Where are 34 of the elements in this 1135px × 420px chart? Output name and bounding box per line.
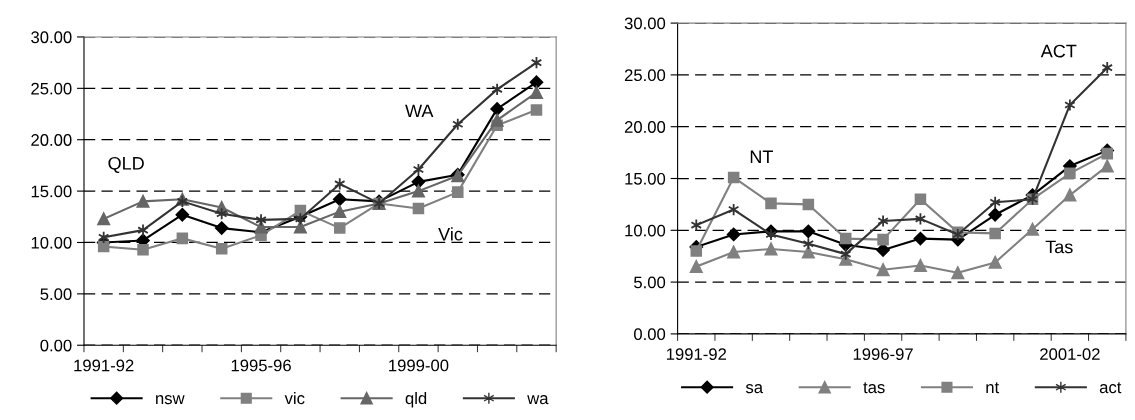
annotation: NT: [750, 150, 773, 163]
x-tick-label: 1999-00: [389, 359, 449, 372]
y-tick-label: 5.00: [40, 288, 72, 301]
y-tick-label: 10.00: [625, 224, 666, 237]
legend-label: vic: [284, 391, 305, 405]
y-tick-label: 30.00: [624, 17, 666, 30]
annotation: QLD: [108, 156, 144, 173]
legend-label: act: [1099, 382, 1122, 394]
annotation: WA: [405, 104, 434, 118]
legend-label: sa: [745, 384, 764, 394]
y-tick-label: 25.00: [31, 82, 72, 95]
legend-label: wa: [527, 395, 549, 405]
legend-label: qld: [405, 391, 427, 408]
y-tick-label: 20.00: [624, 121, 666, 133]
y-tick-label: 5.00: [634, 276, 666, 289]
annotation: ACT: [1040, 44, 1077, 58]
y-tick-label: 10.00: [31, 236, 72, 249]
y-tick-label: 15.00: [31, 185, 72, 198]
y-tick-label: 30.00: [31, 31, 72, 44]
y-tick-label: 0.00: [634, 328, 666, 341]
legend-label: nsw: [156, 395, 185, 405]
y-tick-label: 15.00: [625, 172, 666, 185]
x-tick-label: 2001-02: [1040, 348, 1100, 361]
x-tick-label: 1995-96: [231, 359, 291, 372]
x-tick-label: 1991-92: [74, 359, 134, 372]
y-tick-label: 20.00: [31, 134, 72, 146]
legend-label: tas: [863, 382, 885, 394]
legend-label: nt: [986, 382, 1000, 394]
annotation: Vic: [438, 227, 463, 241]
x-tick-label: 1996-97: [853, 348, 913, 361]
y-tick-label: 0.00: [40, 339, 72, 352]
y-tick-label: 25.00: [624, 69, 666, 82]
annotation: Tas: [1045, 240, 1073, 254]
x-tick-label: 1991-92: [666, 348, 727, 361]
